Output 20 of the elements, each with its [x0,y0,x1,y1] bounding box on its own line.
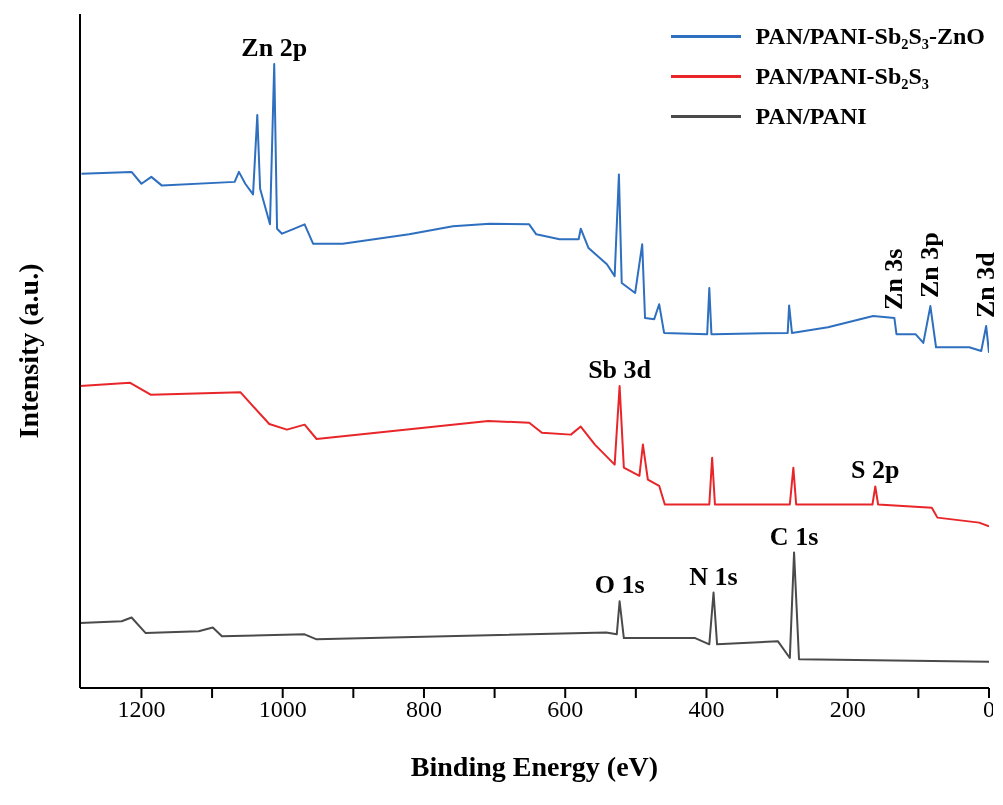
annotation: Zn 2p [241,32,308,62]
annotation: Sb 3d [588,354,652,384]
annotation: Zn 3s [879,248,909,310]
y-axis-title: Intensity (a.u.) [12,263,44,439]
x-tick-label: 800 [405,696,442,723]
x-tick-label: 400 [688,696,725,723]
x-tick-label: 200 [829,696,866,723]
annotation: Zn 3d [971,251,1001,319]
legend-label: PAN/PANI [755,102,867,131]
annotation: Zn 3p [915,232,945,299]
legend-label: PAN/PANI-Sb₂S₃ [755,62,929,91]
x-axis-title: Binding Energy (eV) [410,751,659,782]
x-tick-label: 1000 [258,696,307,723]
legend-label: PAN/PANI-Sb₂S₃-ZnO [755,22,985,51]
annotation: S 2p [851,455,900,485]
x-tick-label: 600 [547,696,584,723]
annotation: N 1s [689,561,738,591]
annotation: O 1s [594,570,645,600]
x-tick-label: 1200 [117,696,166,723]
annotation: C 1s [769,521,819,551]
